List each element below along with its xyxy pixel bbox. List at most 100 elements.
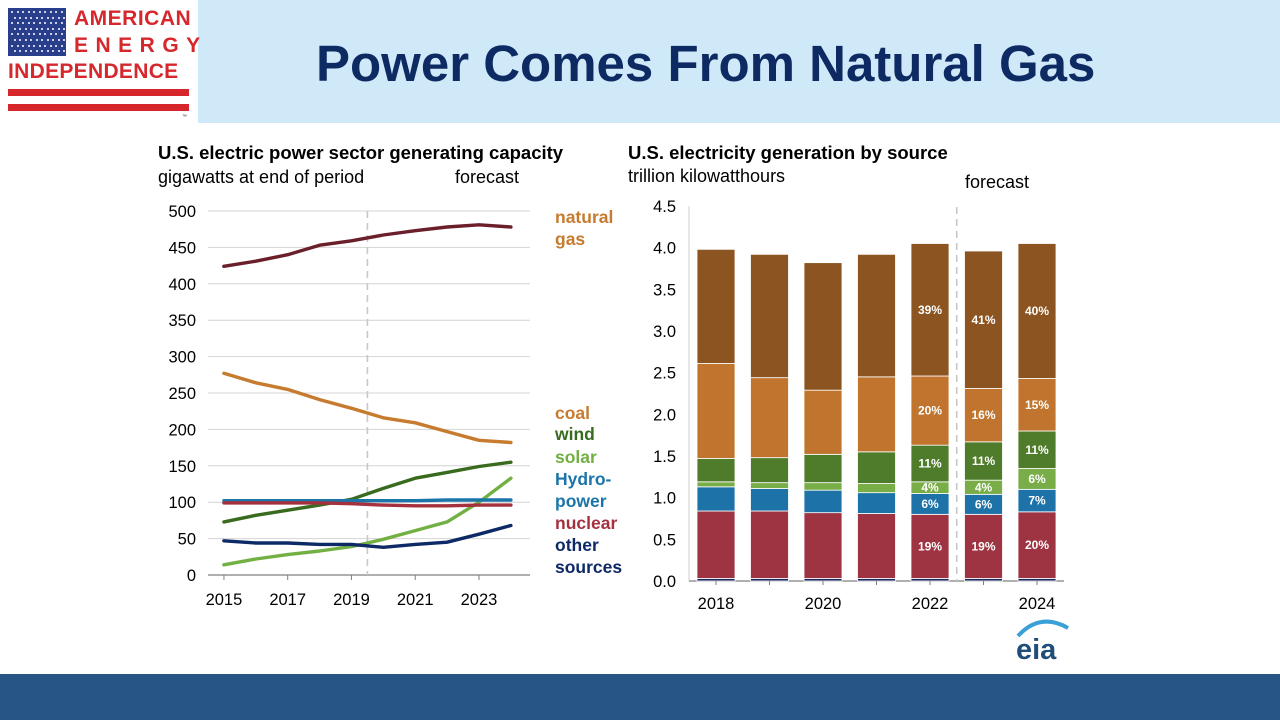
generation-x-ticks: 2018 2020 2022 2024 <box>698 581 1056 613</box>
legend-other-sources-line2: sources <box>555 557 622 577</box>
generation-y-tick-label: 3.5 <box>653 281 676 299</box>
flag-star <box>46 16 49 19</box>
flag-star <box>33 33 35 36</box>
eia-logo: eia <box>1016 619 1069 666</box>
logo-trademark: ™ <box>182 114 187 120</box>
flag-star <box>44 22 46 25</box>
flag-star <box>35 27 38 30</box>
capacity-grid <box>208 210 530 576</box>
generation-bar-coal <box>857 376 896 453</box>
capacity-y-tick-label: 150 <box>168 458 196 476</box>
capacity-y-tick-label: 50 <box>178 531 196 549</box>
legend-hydropower-line1: Hydro- <box>555 469 612 489</box>
flag-star <box>44 33 46 36</box>
flag-star <box>44 11 46 13</box>
flag-star <box>33 44 35 47</box>
generation-chart-title: U.S. electricity generation by source <box>628 142 948 163</box>
generation-bar-coal <box>750 377 789 459</box>
flag-star <box>16 44 19 47</box>
flag-star <box>60 11 63 13</box>
flag-star <box>27 33 30 36</box>
capacity-lines <box>222 223 513 567</box>
flag-star <box>27 22 30 25</box>
capacity-x-tick-label: 2019 <box>333 591 370 609</box>
flag-star <box>46 39 49 41</box>
flag-star <box>41 39 43 41</box>
capacity-x-tick-label: 2021 <box>397 591 434 609</box>
generation-percent-label: 6% <box>921 497 939 511</box>
generation-bar-hydro <box>696 486 736 512</box>
legend-natural-gas-line2: gas <box>555 229 585 249</box>
flag-star <box>41 16 43 19</box>
capacity-y-tick-label: 400 <box>168 276 196 294</box>
flag-star <box>19 16 21 19</box>
flag-star <box>22 11 24 13</box>
legend-wind: wind <box>554 424 595 444</box>
flag-star <box>33 11 35 13</box>
generation-bar-wind <box>696 458 736 483</box>
generation-percent-label: 15% <box>1025 398 1049 412</box>
flag-star <box>22 22 24 25</box>
capacity-line-natural-gas <box>222 223 513 268</box>
generation-bar-nuclear <box>803 512 843 579</box>
generation-x-tick-label: 2024 <box>1019 595 1056 613</box>
legend-hydropower-line2: power <box>555 491 607 511</box>
flag-star <box>13 50 16 53</box>
generation-bar-natural-gas <box>910 243 950 377</box>
flag-star <box>63 27 65 30</box>
generation-x-tick-label: 2020 <box>805 595 842 613</box>
logo-line-3: INDEPENDENCE <box>8 60 179 83</box>
flag-star <box>49 33 52 36</box>
generation-bar-solar <box>803 482 843 491</box>
generation-y-tick-label: 4.5 <box>653 198 676 216</box>
generation-percent-label: 19% <box>918 539 942 553</box>
generation-bar-coal <box>803 389 843 455</box>
generation-chart-subtitle: trillion kilowatthours <box>628 166 785 186</box>
flag-star <box>30 27 32 30</box>
generation-percent-label: 11% <box>972 454 996 468</box>
flag-star <box>46 50 49 53</box>
generation-x-tick-label: 2018 <box>698 595 735 613</box>
flag-star <box>41 50 43 53</box>
flag-star <box>63 39 65 41</box>
generation-bar-coal <box>910 375 950 446</box>
generation-bar-natural-gas <box>696 248 736 364</box>
capacity-chart-title: U.S. electric power sector generating ca… <box>158 142 564 163</box>
flag-star <box>24 39 27 41</box>
charts-canvas: U.S. electric power sector generating ca… <box>158 142 1069 666</box>
flag-star <box>24 16 27 19</box>
flag-star <box>41 27 43 30</box>
header-band <box>0 0 1280 123</box>
legend-solar: solar <box>555 447 597 467</box>
flag-star <box>49 11 52 13</box>
generation-bar-nuclear <box>857 513 896 579</box>
flag-star <box>52 50 54 53</box>
capacity-y-tick-label: 100 <box>168 494 196 512</box>
flag-star <box>16 11 19 13</box>
flag-star <box>22 33 24 36</box>
flag-star <box>11 33 13 36</box>
capacity-y-tick-label: 500 <box>168 203 196 221</box>
flag-star <box>30 16 32 19</box>
capacity-y-tick-label: 200 <box>168 421 196 439</box>
generation-percent-label: 6% <box>975 497 993 511</box>
flag-star <box>49 22 52 25</box>
flag-star <box>49 44 52 47</box>
flag-star <box>11 22 13 25</box>
eia-logo-text: eia <box>1016 634 1057 666</box>
legend-nuclear: nuclear <box>555 513 617 533</box>
generation-bars: 19% 6% 4% 11% 20% 39% 19% 6% 4% 11% 16% 41% 20% 7% 6% 1… <box>696 207 1057 582</box>
capacity-x-tick-label: 2015 <box>206 591 243 609</box>
generation-bar-solar <box>857 483 896 494</box>
flag-star <box>52 27 54 30</box>
capacity-forecast-label: forecast <box>455 167 519 187</box>
flag-star <box>52 16 54 19</box>
generation-y-tick-label: 3.0 <box>653 323 676 341</box>
generation-percent-label: 6% <box>1028 472 1046 486</box>
flag-star <box>13 27 16 30</box>
generation-percent-label: 19% <box>971 539 995 553</box>
capacity-line-solar <box>222 476 513 567</box>
flag-star <box>35 39 38 41</box>
generation-bar-natural-gas <box>857 253 896 378</box>
legend-natural-gas-line1: natural <box>555 207 613 227</box>
